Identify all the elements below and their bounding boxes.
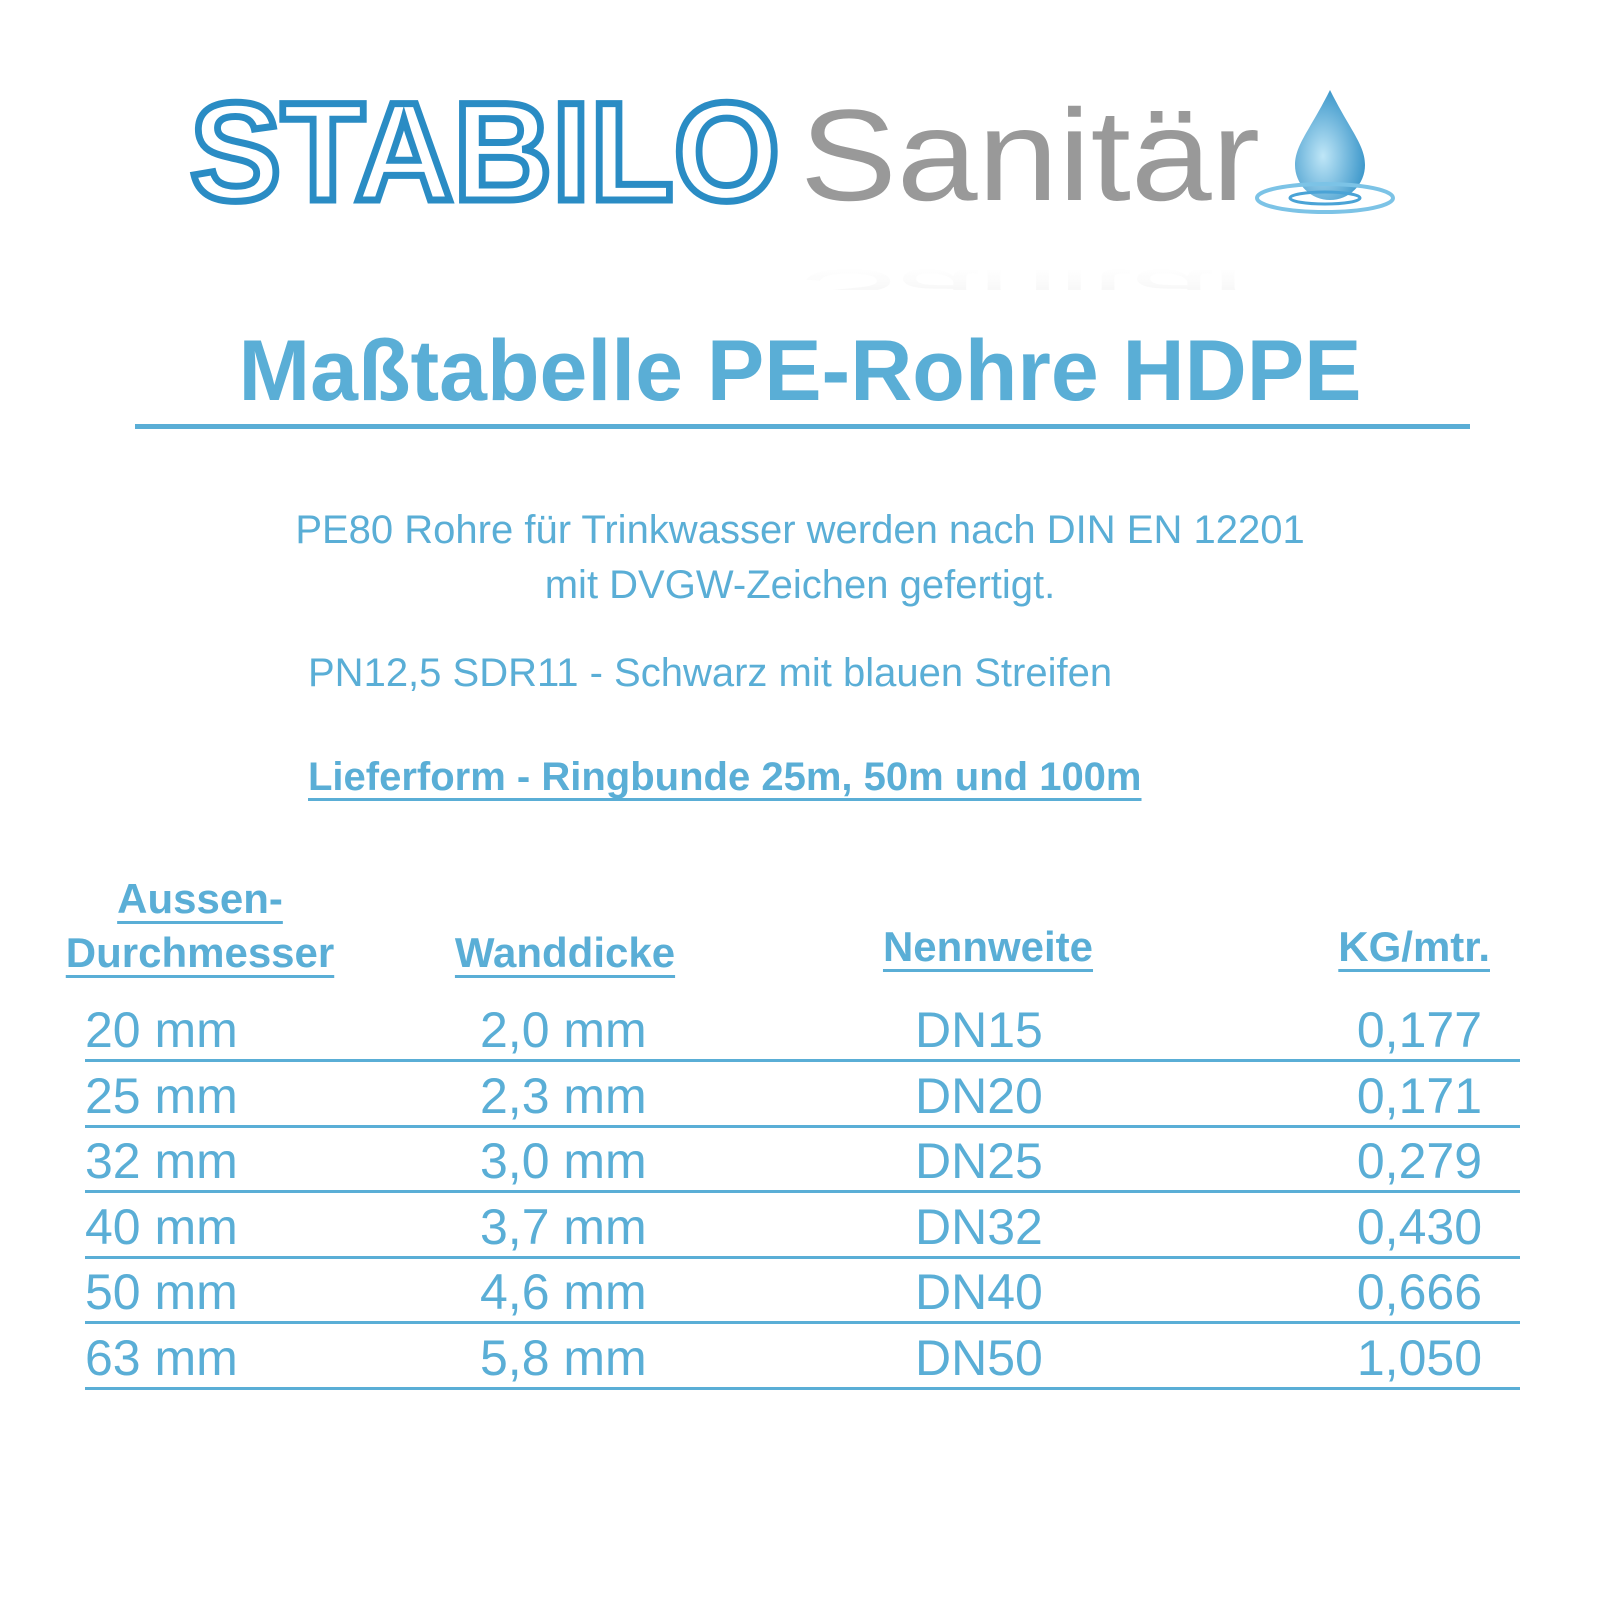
row-rule <box>85 1124 1520 1128</box>
row-rule <box>85 1321 1520 1324</box>
table-cell: 2,0 mm <box>480 1002 647 1058</box>
table-header: Aussen- <box>117 875 283 922</box>
intro-line: mit DVGW-Zeichen gefertigt. <box>544 563 1056 607</box>
table-header: Wanddicke <box>454 929 676 976</box>
spec: PN12,5 SDR11 - Schwarz mit blauen Streif… <box>308 651 1113 695</box>
table-cell: DN32 <box>915 1198 1043 1255</box>
table-cell: 0,430 <box>1356 1198 1482 1255</box>
table-header: Durchmesser <box>65 929 335 976</box>
table-header: Nennweite <box>882 923 1094 970</box>
title: Maßtabelle PE-Rohre HDPE <box>238 323 1362 419</box>
table-cell: 25 mm <box>85 1067 238 1124</box>
row-rule <box>85 1255 1520 1259</box>
table-cell: 3,7 mm <box>480 1198 647 1255</box>
table-cell: 0,171 <box>1356 1067 1482 1124</box>
row-rule <box>85 1059 1520 1062</box>
table-cell: 32 mm <box>85 1133 238 1189</box>
row-rule <box>85 1386 1520 1390</box>
table-header: KG/mtr. <box>1338 923 1490 970</box>
table-cell: DN20 <box>915 1067 1043 1124</box>
logo-suffix: Sanitär <box>800 82 1260 228</box>
ripple <box>1288 190 1362 206</box>
logo-reflection: Sanitär <box>800 257 1260 290</box>
water-drop <box>1295 90 1365 200</box>
title-underline <box>135 424 1470 429</box>
table-cell: 0,666 <box>1356 1264 1482 1320</box>
table-cell: 63 mm <box>85 1329 238 1386</box>
table-cell: 5,8 mm <box>480 1329 647 1386</box>
ripple <box>1255 182 1395 214</box>
row-rule <box>85 1190 1520 1193</box>
intro-line: PE80 Rohre für Trinkwasser werden nach D… <box>295 508 1305 552</box>
table-cell: DN25 <box>915 1133 1043 1189</box>
table-cell: DN50 <box>915 1329 1043 1386</box>
table-cell: DN40 <box>915 1264 1043 1320</box>
table-cell: 0,279 <box>1356 1133 1482 1189</box>
logo: STABILO Sanitär Sanitär <box>187 70 1395 290</box>
table-cell: 40 mm <box>85 1198 238 1255</box>
table-cell: 0,177 <box>1356 1002 1482 1058</box>
logo-brand: STABILO <box>190 73 780 230</box>
table-cell: 50 mm <box>85 1264 238 1320</box>
table-cell: 20 mm <box>85 1002 238 1058</box>
table-cell: 2,3 mm <box>480 1067 647 1124</box>
table-cell: DN15 <box>915 1002 1043 1058</box>
table-cell: 3,0 mm <box>480 1133 647 1189</box>
delivery: Lieferform - Ringbunde 25m, 50m und 100m <box>308 755 1142 799</box>
table-cell: 1,050 <box>1356 1329 1482 1386</box>
table-cell: 4,6 mm <box>480 1264 647 1320</box>
